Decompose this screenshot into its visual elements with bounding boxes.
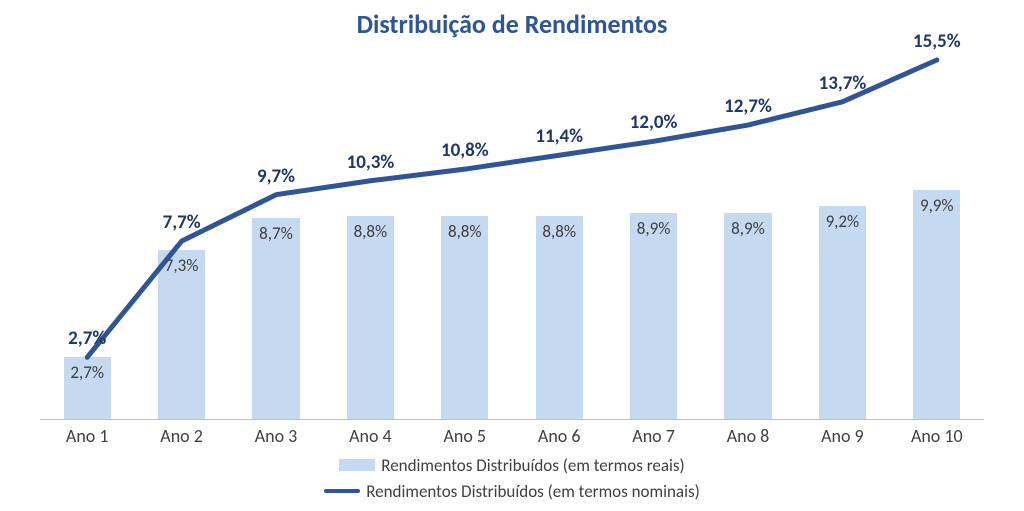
x-axis-label: Ano 6 (512, 425, 606, 447)
chart-container: Distribuição de Rendimentos 9,9%9,2%8,9%… (0, 0, 1024, 511)
x-axis-line (40, 419, 984, 420)
x-axis-label: Ano 4 (323, 425, 417, 447)
x-axis-label: Ano 5 (418, 425, 512, 447)
legend-swatch-line (324, 489, 360, 493)
line-value-label: 12,0% (614, 111, 694, 134)
x-axis-label: Ano 10 (890, 425, 984, 447)
chart-title: Distribuição de Rendimentos (0, 8, 1024, 40)
x-axis-label: Ano 7 (606, 425, 700, 447)
line-value-label: 9,7% (236, 165, 316, 188)
x-axis-label: Ano 1 (40, 425, 134, 447)
legend-item-bar: Rendimentos Distribuídos (em termos reai… (0, 452, 1024, 478)
line-value-label: 15,5% (897, 30, 977, 53)
x-axis-label: Ano 3 (229, 425, 323, 447)
line-value-label: 12,7% (708, 95, 788, 118)
line-value-label: 2,7% (47, 327, 127, 350)
legend-swatch-bar (339, 459, 375, 471)
x-axis-label: Ano 8 (701, 425, 795, 447)
legend-label-line: Rendimentos Distribuídos (em termos nomi… (366, 481, 700, 502)
legend-label-bar: Rendimentos Distribuídos (em termos reai… (381, 455, 684, 476)
line-value-label: 10,3% (330, 151, 410, 174)
line-value-label: 7,7% (142, 211, 222, 234)
line-series (40, 60, 984, 420)
legend: Rendimentos Distribuídos (em termos reai… (0, 452, 1024, 504)
plot-area: 9,9%9,2%8,9%8,9%8,8%8,8%8,8%8,7%7,3%2,7% (40, 60, 984, 420)
line-value-label: 10,8% (425, 139, 505, 162)
line-value-label: 11,4% (519, 125, 599, 148)
line-value-label: 13,7% (802, 72, 882, 95)
x-axis-label: Ano 2 (134, 425, 228, 447)
x-axis-label: Ano 9 (795, 425, 889, 447)
legend-item-line: Rendimentos Distribuídos (em termos nomi… (0, 478, 1024, 504)
